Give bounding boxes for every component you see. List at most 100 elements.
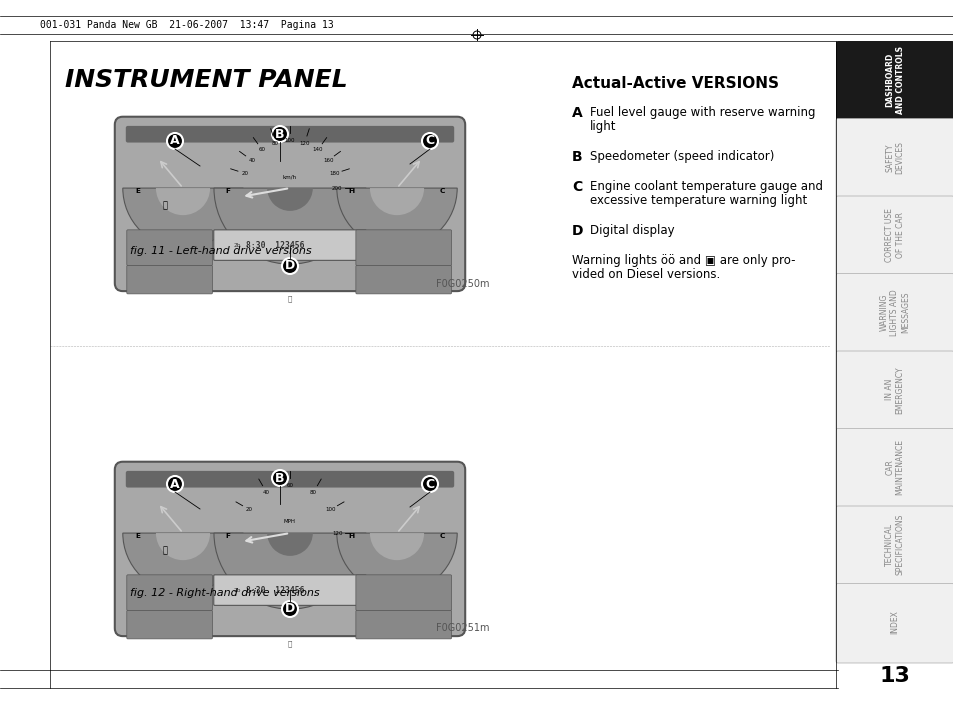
Text: TECHNICAL
SPECIFICATIONS: TECHNICAL SPECIFICATIONS — [884, 514, 903, 575]
Text: Speedometer (speed indicator): Speedometer (speed indicator) — [589, 150, 774, 163]
Text: INSTRUMENT PANEL: INSTRUMENT PANEL — [65, 68, 347, 92]
Text: Fuel level gauge with reserve warning: Fuel level gauge with reserve warning — [589, 106, 815, 119]
FancyBboxPatch shape — [835, 196, 953, 275]
FancyBboxPatch shape — [355, 611, 451, 639]
Text: 20: 20 — [246, 507, 253, 512]
Wedge shape — [213, 188, 366, 264]
Wedge shape — [336, 188, 456, 249]
Wedge shape — [370, 188, 424, 215]
Text: C: C — [439, 188, 444, 194]
FancyBboxPatch shape — [213, 230, 366, 261]
Text: F0G0251m: F0G0251m — [436, 623, 490, 633]
Text: H: H — [349, 533, 355, 539]
Text: C: C — [439, 533, 444, 539]
Text: F: F — [226, 188, 231, 194]
FancyBboxPatch shape — [114, 116, 465, 291]
Circle shape — [282, 258, 297, 274]
Text: 60: 60 — [286, 484, 294, 489]
FancyBboxPatch shape — [355, 575, 451, 611]
Wedge shape — [267, 188, 313, 211]
Text: SAFETY
DEVICES: SAFETY DEVICES — [884, 140, 903, 174]
Text: D: D — [285, 260, 294, 273]
Circle shape — [167, 133, 183, 149]
Text: A: A — [572, 106, 582, 120]
Circle shape — [167, 476, 183, 492]
Text: ⛽: ⛽ — [162, 546, 168, 556]
Text: F0G0250m: F0G0250m — [436, 279, 490, 289]
Text: INDEX: INDEX — [889, 610, 899, 634]
Wedge shape — [123, 188, 243, 249]
Text: 100: 100 — [325, 507, 335, 512]
Text: 120: 120 — [332, 531, 342, 536]
Wedge shape — [155, 188, 210, 215]
Text: 40: 40 — [263, 490, 270, 495]
Text: Digital display: Digital display — [589, 224, 674, 237]
FancyBboxPatch shape — [114, 462, 465, 636]
Text: fig. 11 - Left-hand drive versions: fig. 11 - Left-hand drive versions — [130, 246, 312, 256]
Text: A: A — [170, 477, 179, 491]
FancyBboxPatch shape — [126, 471, 454, 488]
Text: 120: 120 — [299, 140, 310, 145]
FancyBboxPatch shape — [355, 230, 451, 265]
Text: 8:30  123456: 8:30 123456 — [246, 241, 304, 250]
FancyBboxPatch shape — [835, 506, 953, 585]
Text: DASHBOARD
AND CONTROLS: DASHBOARD AND CONTROLS — [884, 46, 903, 114]
Text: 140: 140 — [313, 148, 323, 152]
FancyBboxPatch shape — [126, 126, 454, 143]
Text: B: B — [275, 128, 284, 140]
Text: A: A — [170, 135, 179, 148]
Text: 80: 80 — [310, 490, 316, 495]
FancyBboxPatch shape — [835, 41, 953, 121]
Wedge shape — [213, 533, 366, 609]
Text: light: light — [589, 120, 616, 133]
Text: IN AN
EMERGENCY: IN AN EMERGENCY — [884, 366, 903, 414]
Text: 🔋: 🔋 — [288, 641, 292, 647]
Text: MPH: MPH — [284, 519, 295, 524]
Text: 160: 160 — [322, 158, 333, 163]
Text: Warning lights öö and ▣ are only pro-: Warning lights öö and ▣ are only pro- — [572, 254, 795, 267]
Text: 13: 13 — [879, 666, 909, 686]
Circle shape — [272, 470, 288, 486]
Text: C: C — [425, 477, 435, 491]
Text: E: E — [135, 188, 140, 194]
Text: H: H — [349, 188, 355, 194]
FancyBboxPatch shape — [835, 429, 953, 508]
Text: 80: 80 — [272, 140, 278, 145]
Text: B: B — [572, 150, 582, 164]
FancyBboxPatch shape — [213, 575, 366, 605]
Text: B: B — [275, 472, 284, 484]
Text: CAR
MAINTENANCE: CAR MAINTENANCE — [884, 439, 903, 495]
Wedge shape — [155, 533, 210, 560]
Text: 001-031 Panda New GB  21-06-2007  13:47  Pagina 13: 001-031 Panda New GB 21-06-2007 13:47 Pa… — [40, 20, 334, 30]
Text: F: F — [226, 533, 231, 539]
FancyBboxPatch shape — [835, 583, 953, 663]
Text: 2b: 2b — [233, 587, 241, 592]
Text: vided on Diesel versions.: vided on Diesel versions. — [572, 268, 720, 281]
Text: C: C — [572, 180, 581, 194]
Text: WARNING
LIGHTS AND
MESSAGES: WARNING LIGHTS AND MESSAGES — [880, 289, 909, 335]
Text: 🔋: 🔋 — [288, 296, 292, 302]
Text: D: D — [285, 602, 294, 616]
FancyBboxPatch shape — [355, 265, 451, 294]
Text: 8:30  123456: 8:30 123456 — [246, 585, 304, 594]
FancyBboxPatch shape — [835, 351, 953, 431]
Text: CORRECT USE
OF THE CAR: CORRECT USE OF THE CAR — [884, 208, 903, 262]
Circle shape — [272, 126, 288, 142]
Circle shape — [282, 601, 297, 617]
FancyBboxPatch shape — [127, 265, 213, 294]
Text: 20: 20 — [241, 171, 249, 176]
Text: 2b: 2b — [233, 243, 241, 248]
FancyBboxPatch shape — [835, 273, 953, 353]
Wedge shape — [123, 533, 243, 593]
FancyBboxPatch shape — [127, 230, 213, 265]
Text: C: C — [425, 135, 435, 148]
Text: 60: 60 — [258, 148, 266, 152]
Text: fig. 12 - Right-hand drive versions: fig. 12 - Right-hand drive versions — [130, 588, 319, 598]
Text: excessive temperature warning light: excessive temperature warning light — [589, 194, 806, 207]
Wedge shape — [336, 533, 456, 593]
Wedge shape — [267, 533, 313, 556]
FancyBboxPatch shape — [835, 119, 953, 198]
Text: ⛽: ⛽ — [162, 202, 168, 210]
Text: Actual-Active VERSIONS: Actual-Active VERSIONS — [572, 76, 779, 91]
Text: 100: 100 — [284, 138, 294, 143]
